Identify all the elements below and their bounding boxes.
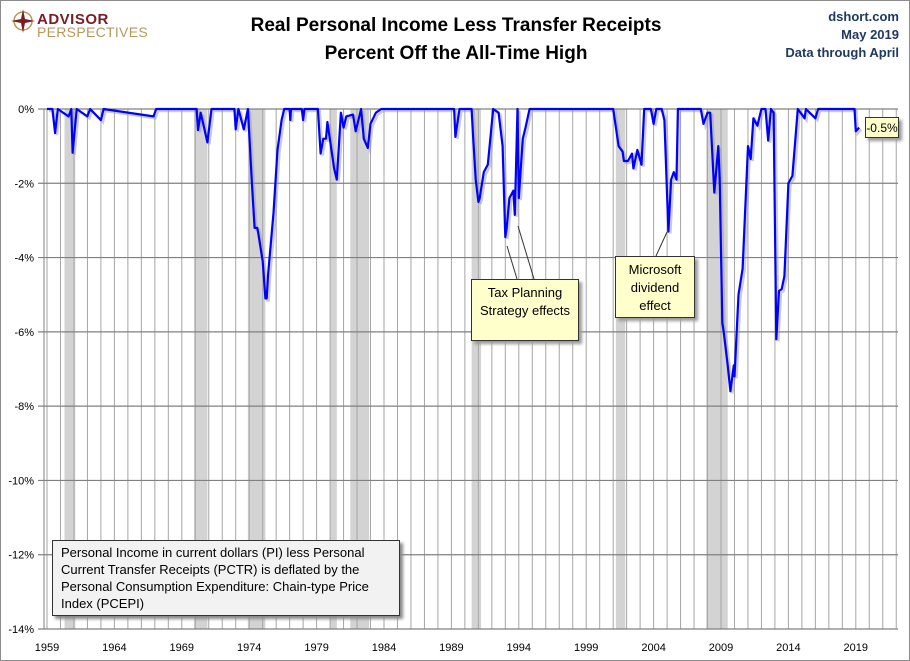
y-tick-label: -10% (8, 475, 34, 487)
tax-annotation-leader-1 (506, 245, 518, 280)
tax-annotation-leader-2 (517, 225, 535, 280)
compass-star-icon (11, 9, 35, 33)
advisor-perspectives-logo: ADVISOR PERSPECTIVES (11, 9, 148, 40)
recession-band (64, 109, 76, 629)
x-tick-label: 1969 (170, 642, 194, 654)
microsoft-annotation-leader (655, 231, 668, 257)
x-tick-label: 2014 (776, 642, 800, 654)
x-tick-label: 1974 (237, 642, 261, 654)
data-through: Data through April (785, 45, 899, 60)
recession-band (471, 109, 482, 629)
x-tick-label: 1999 (574, 642, 598, 654)
x-tick-label: 1959 (35, 642, 59, 654)
y-tick-label: -4% (14, 253, 34, 265)
x-tick-label: 2009 (709, 642, 733, 654)
recession-band (615, 109, 626, 629)
x-tick-label: 1984 (372, 642, 396, 654)
chart-title-line2: Percent Off the All-Time High (324, 43, 588, 64)
microsoft-dividend-annotation: Microsoft dividend effect (615, 256, 695, 318)
series-line (47, 107, 861, 393)
methodology-note: Personal Income in current dollars (PI) … (52, 540, 400, 616)
logo-line1: ADVISOR (37, 11, 109, 28)
y-tick-label: 0% (18, 104, 34, 116)
y-tick-label: -8% (14, 401, 34, 413)
last-value-label: -0.5% (865, 117, 899, 138)
source-date: May 2019 (841, 27, 899, 42)
recession-band (330, 109, 337, 629)
recession-band (350, 109, 370, 629)
recession-band (193, 109, 208, 629)
chart-title-line1: Real Personal Income Less Transfer Recei… (250, 15, 662, 36)
x-tick-label: 1964 (102, 642, 126, 654)
series-line-shadow (49, 107, 863, 394)
x-tick-label: 1989 (439, 642, 463, 654)
source-site: dshort.com (828, 9, 899, 24)
x-tick-label: 1994 (507, 642, 531, 654)
y-tick-label: -6% (14, 327, 34, 339)
tax-planning-annotation: Tax Planning Strategy effects (471, 279, 579, 341)
x-tick-label: 1979 (304, 642, 328, 654)
y-tick-label: -12% (8, 550, 34, 562)
y-tick-label: -14% (8, 624, 34, 636)
x-tick-label: 2004 (641, 642, 665, 654)
logo-line2: PERSPECTIVES (37, 24, 148, 40)
x-tick-label: 2019 (844, 642, 868, 654)
y-tick-label: -2% (14, 178, 34, 190)
